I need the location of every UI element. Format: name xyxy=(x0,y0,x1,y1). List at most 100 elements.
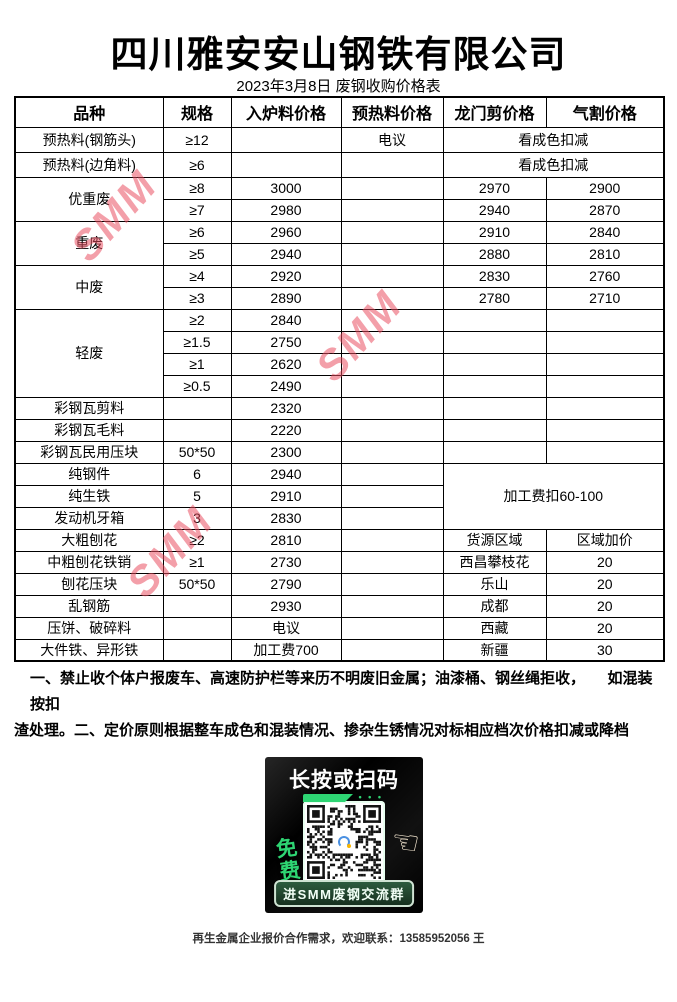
preheat-price-cell xyxy=(340,462,444,486)
furnace-price-cell: 2750 xyxy=(230,330,342,354)
region-markup-cell: 20 xyxy=(545,550,665,574)
preheat-price-cell xyxy=(340,308,444,332)
qr-banner[interactable]: 长按或扫码 • • • 免费↓ ☜ 进SMM废钢交流群 xyxy=(265,757,423,913)
join-group-pill: 进SMM废钢交流群 xyxy=(274,880,414,907)
spec-cell xyxy=(162,616,232,640)
variety-cell: 优重废 xyxy=(14,176,164,222)
variety-cell: 纯钢件 xyxy=(14,462,164,486)
col-header-preheat: 预热料价格 xyxy=(340,96,444,128)
gantry-price-cell xyxy=(442,374,547,398)
preheat-price-cell xyxy=(340,484,444,508)
variety-cell: 刨花压块 xyxy=(14,572,164,596)
table-row: 彩钢瓦剪料 2320 xyxy=(14,396,665,420)
furnace-price-cell: 2810 xyxy=(230,528,342,552)
table-row: ≥0.5 2490 xyxy=(15,374,665,398)
variety-cell: 大件铁、异形铁 xyxy=(14,638,164,662)
preheat-price-cell xyxy=(340,418,444,442)
col-header-gantry: 龙门剪价格 xyxy=(442,96,547,128)
preheat-price-cell xyxy=(340,550,444,574)
spec-cell xyxy=(162,396,232,420)
spec-cell: ≥6 xyxy=(162,220,232,244)
preheat-price-cell xyxy=(340,506,444,530)
region-name-cell: 乐山 xyxy=(442,572,547,596)
spec-cell: ≥0.5 xyxy=(162,374,232,398)
gas-cut-price-cell xyxy=(545,440,665,464)
region-name-cell: 西藏 xyxy=(442,616,547,640)
spec-cell: ≥5 xyxy=(162,242,232,266)
table-row: 彩钢瓦毛料 2220 xyxy=(14,418,665,442)
qr-code[interactable]: • • • xyxy=(303,792,385,883)
region-name-cell: 西昌攀枝花 xyxy=(442,550,547,574)
spec-cell: 50*50 xyxy=(162,440,232,464)
furnace-price-cell: 2960 xyxy=(230,220,342,244)
furnace-price-cell: 2840 xyxy=(230,308,342,332)
furnace-price-cell: 2730 xyxy=(230,550,342,574)
table-row: 中粗刨花铁销 ≥1 2730 西昌攀枝花 20 xyxy=(14,550,665,574)
gas-cut-price-cell xyxy=(545,352,665,376)
variety-cell: 彩钢瓦剪料 xyxy=(14,396,164,420)
table-row: 大件铁、异形铁 加工费700 新疆 30 xyxy=(14,638,665,662)
variety-cell: 纯生铁 xyxy=(14,484,164,508)
col-header-spec: 规格 xyxy=(162,96,232,128)
region-markup-cell: 20 xyxy=(545,616,665,640)
preheat-price-cell xyxy=(340,638,444,662)
table-row: 预热料(边角料) ≥6 看成色扣减 xyxy=(14,151,665,178)
table-row: 预热料(钢筋头) ≥12 电议 看成色扣减 xyxy=(14,126,665,153)
region-markup-header-cell: 区域加价 xyxy=(545,528,665,552)
spec-cell: ≥1 xyxy=(162,352,232,376)
variety-cell: 乱钢筋 xyxy=(14,594,164,618)
region-markup-cell: 30 xyxy=(545,638,665,662)
rules-note-line2: 渣处理。二、定价原则根据整车成色和混装情况、掺杂生锈情况对标相应档次价格扣减或降… xyxy=(14,722,630,739)
gantry-price-cell: 2910 xyxy=(442,220,547,244)
col-header-furnace: 入炉料价格 xyxy=(230,96,342,128)
gas-cut-price-cell: 2710 xyxy=(545,286,665,310)
processing-fee-cell: 加工费扣60-100 xyxy=(442,462,665,530)
furnace-price-cell: 2940 xyxy=(230,462,342,486)
region-header-cell: 货源区域 xyxy=(442,528,547,552)
gas-cut-price-cell xyxy=(545,418,665,442)
variety-cell: 中粗刨花铁销 xyxy=(14,550,164,574)
spec-cell: ≥1 xyxy=(162,550,232,574)
spec-cell xyxy=(162,594,232,618)
deduction-note-cell: 看成色扣减 xyxy=(442,126,665,153)
table-row: 发动机牙箱 3 2830 xyxy=(14,506,664,530)
gas-cut-price-cell: 2840 xyxy=(545,220,665,244)
gas-cut-price-cell: 2760 xyxy=(545,264,665,288)
furnace-price-cell: 2940 xyxy=(230,242,342,266)
variety-cell: 大粗刨花 xyxy=(14,528,164,552)
table-row: 重废 ≥6 2960 2910 2840 xyxy=(14,220,665,266)
furnace-price-cell: 2910 xyxy=(230,484,342,508)
pointing-hand-icon: ☜ xyxy=(388,821,423,863)
furnace-price-cell: 2890 xyxy=(230,286,342,310)
gantry-price-cell: 2940 xyxy=(442,198,547,222)
table-row: ≥1.5 2750 xyxy=(15,330,665,354)
preheat-price-cell xyxy=(340,616,444,640)
preheat-price-cell xyxy=(340,151,444,178)
gas-cut-price-cell xyxy=(545,396,665,420)
variety-cell: 预热料(钢筋头) xyxy=(14,126,164,153)
preheat-price-cell xyxy=(340,440,444,464)
furnace-price-cell: 2620 xyxy=(230,352,342,376)
preheat-price-cell xyxy=(340,572,444,596)
spec-cell xyxy=(162,418,232,442)
deduction-note-cell: 看成色扣减 xyxy=(442,151,665,178)
preheat-price-cell xyxy=(340,176,444,200)
table-row: ≥5 2940 2880 2810 xyxy=(15,242,665,266)
spec-cell xyxy=(162,638,232,662)
spec-cell: ≥2 xyxy=(162,528,232,552)
gantry-price-cell: 2880 xyxy=(442,242,547,266)
spec-cell: 6 xyxy=(162,462,232,486)
preheat-price-cell xyxy=(340,198,444,222)
gas-cut-price-cell xyxy=(545,330,665,354)
preheat-price-cell xyxy=(340,528,444,552)
qr-dots-decoration: • • • xyxy=(358,792,383,802)
furnace-price-cell: 3000 xyxy=(230,176,342,200)
furnace-price-cell: 电议 xyxy=(230,616,342,640)
furnace-price-cell: 加工费700 xyxy=(230,638,342,662)
furnace-price-cell: 2300 xyxy=(230,440,342,464)
table-row: ≥1 2620 xyxy=(15,352,665,376)
variety-cell: 压饼、破碎料 xyxy=(14,616,164,640)
rules-note-line1: 一、禁止收个体户报废车、高速防护栏等来历不明废旧金属；油漆桶、钢丝绳拒收， 如混… xyxy=(30,670,653,713)
preheat-price-cell xyxy=(340,374,444,398)
